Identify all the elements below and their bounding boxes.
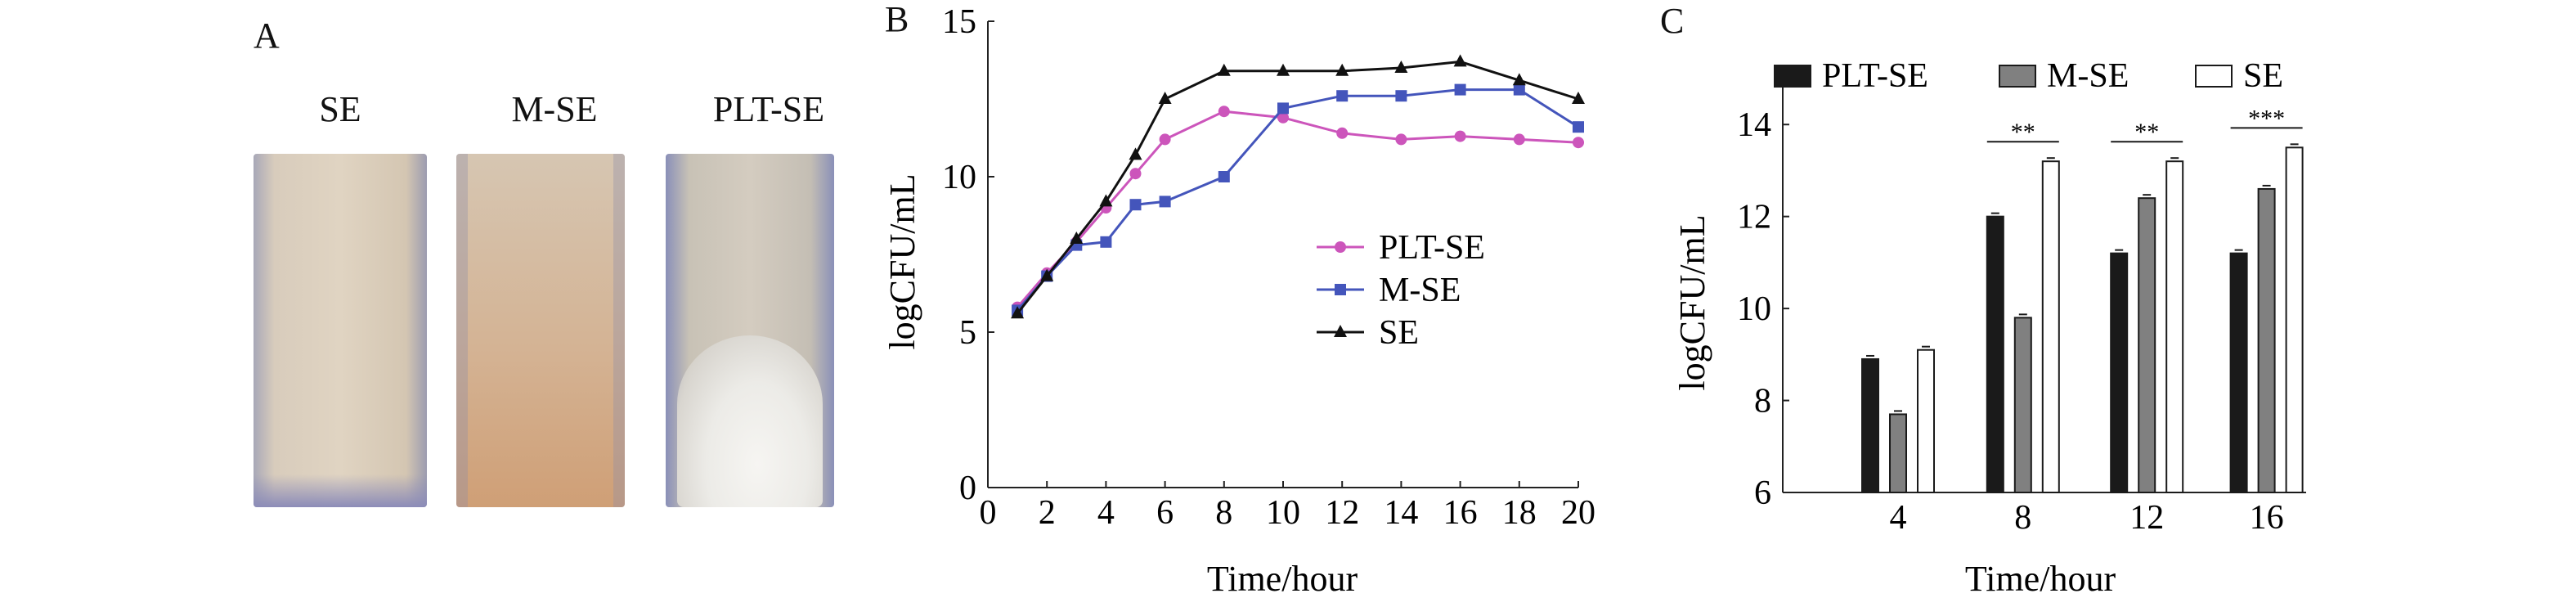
legend-marker-m-se (1335, 284, 1346, 295)
tube-image-plt-se (666, 154, 834, 507)
legend-marker-plt-se (1335, 241, 1346, 253)
legend-label-m-se: M-SE (1379, 272, 1461, 309)
bar-plt-se (2229, 252, 2248, 493)
data-point-se (1277, 63, 1290, 76)
data-point-plt-se (1513, 133, 1525, 146)
data-point-m-se (1129, 199, 1142, 211)
data-point-se (1011, 306, 1025, 319)
significance-label: *** (2248, 105, 2285, 132)
tube-image-se (254, 154, 427, 507)
bar-chart: 6 8 10 12 14 4 8 ** 12 ** 16 *** PLT-SE M-SE SE Time… (1672, 57, 2306, 599)
legend-swatch-se (2195, 65, 2233, 88)
data-point-se (1512, 73, 1526, 86)
y-tick-label: 6 (1754, 474, 1771, 512)
bar-se (2165, 160, 2184, 493)
data-point-plt-se (1129, 168, 1142, 180)
x-tick-label: 4 (1097, 494, 1115, 532)
bar-se (1917, 348, 1935, 494)
x-tick-label: 16 (1443, 494, 1478, 532)
data-point-plt-se (1573, 137, 1584, 149)
y-tick-label: 10 (1737, 290, 1771, 328)
significance-label: ** (2011, 119, 2035, 146)
x-axis-label: Time/hour (1965, 559, 2116, 599)
x-tick-label: 8 (1215, 494, 1232, 532)
legend-swatch-plt-se (1774, 65, 1811, 88)
data-point-m-se (1395, 90, 1407, 102)
y-tick-label: 10 (942, 159, 976, 196)
x-tick-label: 14 (1384, 494, 1418, 532)
bar-se (2285, 146, 2304, 493)
series-line-se (1016, 60, 1579, 315)
data-point-plt-se (1454, 130, 1466, 142)
bar-m-se (2257, 187, 2276, 494)
x-tick-label: 2 (1039, 494, 1056, 532)
data-point-m-se (1573, 121, 1584, 133)
data-point-se (1040, 268, 1054, 281)
data-point-se (1453, 54, 1467, 67)
data-point-plt-se (1218, 106, 1230, 118)
data-point-se (1070, 232, 1084, 244)
bar-plt-se (2110, 252, 2129, 493)
legend-label-m-se: M-SE (2047, 57, 2129, 95)
legend-label-plt-se: PLT-SE (1822, 57, 1928, 95)
x-tick-label: 20 (1561, 494, 1595, 532)
tube-label-plt-se: PLT-SE (712, 89, 825, 129)
x-tick-label: 12 (2129, 499, 2164, 537)
data-point-plt-se (1336, 127, 1349, 139)
data-point-plt-se (1277, 111, 1289, 124)
data-point-se (1158, 92, 1172, 104)
x-tick-label: 0 (980, 494, 997, 532)
data-point-se (1217, 63, 1231, 76)
legend-marker-se (1334, 325, 1347, 337)
data-point-se (1335, 63, 1349, 76)
tube-label-se: SE (319, 89, 361, 129)
x-axis-label: Time/hour (1207, 559, 1358, 599)
data-point-plt-se (1159, 133, 1171, 146)
significance-label: ** (2134, 119, 2159, 146)
legend-label-plt-se: PLT-SE (1379, 229, 1485, 267)
y-tick-label: 14 (1737, 106, 1771, 144)
legend-swatch-m-se (1999, 65, 2036, 88)
line-chart: 0 2 4 6 8 10 12 14 16 18 20 0 5 10 15 PLT-SE M-SE SE Tim… (882, 3, 1595, 599)
y-tick-label: 0 (959, 470, 976, 507)
tube-image-m-se (456, 154, 625, 507)
x-tick-label: 10 (1266, 494, 1300, 532)
bar-m-se (1889, 413, 1907, 493)
data-point-se (1099, 194, 1113, 207)
panel-label-a: A (254, 16, 280, 56)
y-tick-label: 8 (1754, 383, 1771, 420)
y-tick-label: 5 (959, 314, 976, 352)
data-point-m-se (1159, 196, 1171, 208)
bar-se (2041, 160, 2060, 493)
data-point-m-se (1454, 83, 1466, 96)
y-tick-label: 15 (942, 3, 976, 41)
x-tick-label: 18 (1502, 494, 1537, 532)
bar-plt-se (1861, 357, 1879, 494)
x-tick-label: 12 (1325, 494, 1359, 532)
x-tick-label: 4 (1890, 499, 1907, 537)
data-point-se (1129, 147, 1142, 160)
data-point-se (1572, 92, 1585, 104)
data-point-m-se (1277, 102, 1289, 115)
data-point-m-se (1218, 171, 1230, 182)
data-point-m-se (1100, 236, 1112, 248)
data-point-plt-se (1395, 133, 1407, 146)
bar-m-se (2013, 317, 2032, 493)
bar-m-se (2138, 197, 2156, 494)
y-axis-label: logCFU/mL (1672, 214, 1712, 390)
y-axis-label: logCFU/mL (882, 173, 922, 349)
data-point-m-se (1513, 83, 1525, 96)
panel-label-b: B (885, 0, 909, 39)
y-tick-label: 12 (1737, 199, 1771, 236)
panel-label-c: C (1660, 1, 1685, 41)
data-point-se (1394, 61, 1408, 73)
data-point-m-se (1336, 90, 1349, 102)
tube-label-m-se: M-SE (511, 89, 598, 129)
legend-label-se: SE (1379, 314, 1419, 352)
bar-plt-se (1986, 215, 2004, 493)
x-tick-label: 8 (2014, 499, 2031, 537)
legend-label-se: SE (2243, 57, 2283, 95)
x-tick-label: 6 (1156, 494, 1174, 532)
x-tick-label: 16 (2250, 499, 2284, 537)
